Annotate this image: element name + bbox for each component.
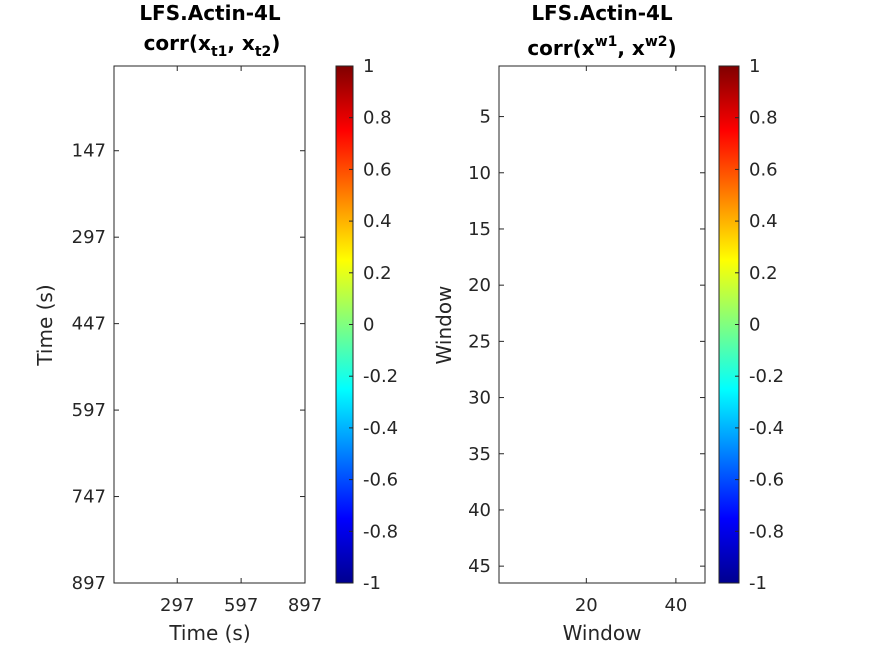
colorbar-tick-label: -0.2: [363, 366, 398, 387]
colorbar-tick-label: 0.4: [749, 211, 778, 232]
colorbar-tick-label: 0: [749, 315, 760, 336]
chart-left-title-sub2: t2: [255, 44, 271, 60]
chart-right-title-sup2: w2: [645, 34, 668, 50]
chart-left-plot-area: [113, 65, 306, 584]
y-tick-label: 147: [72, 141, 106, 162]
x-tick-label: 40: [664, 595, 687, 616]
chart-left-title-sub1: t1: [211, 44, 227, 60]
y-tick-label: 447: [72, 314, 106, 335]
colorbar-tick-label: -0.4: [363, 418, 398, 439]
chart-right-plot-area: [498, 65, 706, 584]
x-tick-label: 297: [160, 595, 194, 616]
chart-left-title-line1: LFS.Actin-4L: [139, 1, 281, 25]
colorbar-tick-label: 0.8: [363, 108, 392, 129]
colorbar-tick-label: -0.8: [363, 521, 398, 542]
chart-left-title-line2: corr(xt1, xt2): [144, 31, 281, 60]
y-tick-label: 20: [468, 275, 491, 296]
y-tick-label: 25: [468, 331, 491, 352]
colorbar-tick-label: 1: [363, 56, 374, 77]
y-tick-label: 10: [468, 163, 491, 184]
x-tick-label: 897: [288, 595, 322, 616]
colorbar-tick-label: 0: [363, 315, 374, 336]
chart-right-title-close: ): [668, 36, 677, 60]
chart-left-y-ticks: 147 297 447 597 747 897: [72, 141, 305, 594]
chart-right-title-sep: , x: [617, 36, 645, 60]
chart-right-title-line1: LFS.Actin-4L: [531, 1, 673, 25]
chart-right-y-ticks: 5 10 15 20 25 30 35 40 45: [468, 107, 705, 577]
chart-left-title-sep: , x: [227, 31, 255, 55]
chart-right-title-line2: corr(xw1, xw2): [527, 34, 676, 60]
colorbar-tick-label: -0.6: [749, 470, 784, 491]
colorbar-tick-label: 0.4: [363, 211, 392, 232]
y-tick-label: 297: [72, 227, 106, 248]
y-tick-label: 897: [72, 573, 106, 594]
colorbar-tick-label: 0.8: [749, 108, 778, 129]
y-tick-label: 15: [468, 219, 491, 240]
colorbar-tick-label: 0.2: [749, 263, 778, 284]
colorbar-tick-label: -1: [363, 573, 381, 594]
y-tick-label: 597: [72, 400, 106, 421]
chart-left-y-label: Time (s): [33, 284, 57, 366]
chart-left-title-corr: corr(x: [144, 31, 211, 55]
chart-left-x-ticks: 297 597 897: [160, 66, 322, 616]
chart-right: LFS.Actin-4L corr(xw1, xw2) 20 40 5101520…: [432, 1, 784, 645]
chart-left: LFS.Actin-4L corr(xt1, xt2) 297 597 897 14…: [33, 1, 398, 645]
y-tick-label: 747: [72, 487, 106, 508]
chart-right-title-sup1: w1: [595, 34, 618, 50]
chart-right-y-label: Window: [432, 286, 456, 365]
colorbar-tick-label: -0.4: [749, 418, 784, 439]
y-tick-label: 30: [468, 388, 491, 409]
y-tick-label: 5: [480, 107, 491, 128]
chart-left-title-close: ): [271, 31, 280, 55]
colorbar-tick-label: -1: [749, 573, 767, 594]
colorbar-tick-label: 0.2: [363, 263, 392, 284]
chart-right-colorbar-ticks: 1 0.8 0.6 0.4 0.2 0 -0.2 -0.4 -0.6 -0.8 -1: [735, 56, 784, 594]
colorbar-tick-label: 0.6: [363, 159, 392, 180]
y-tick-label: 45: [468, 556, 491, 577]
chart-left-colorbar-ticks: 1 0.8 0.6 0.4 0.2 0 -0.2 -0.4 -0.6 -0.8 -1: [349, 56, 398, 594]
colorbar-tick-label: -0.2: [749, 366, 784, 387]
y-tick-label: 35: [468, 444, 491, 465]
x-tick-label: 597: [224, 595, 258, 616]
chart-right-x-label: Window: [563, 621, 642, 645]
colorbar-tick-label: -0.8: [749, 521, 784, 542]
chart-left-x-label: Time (s): [168, 621, 250, 645]
y-tick-label: 40: [468, 500, 491, 521]
chart-right-x-ticks: 20 40: [575, 66, 687, 616]
chart-right-title-corr: corr(x: [527, 36, 594, 60]
colorbar-tick-label: -0.6: [363, 470, 398, 491]
x-tick-label: 20: [575, 595, 598, 616]
colorbar-tick-label: 0.6: [749, 159, 778, 180]
colorbar-tick-label: 1: [749, 56, 760, 77]
